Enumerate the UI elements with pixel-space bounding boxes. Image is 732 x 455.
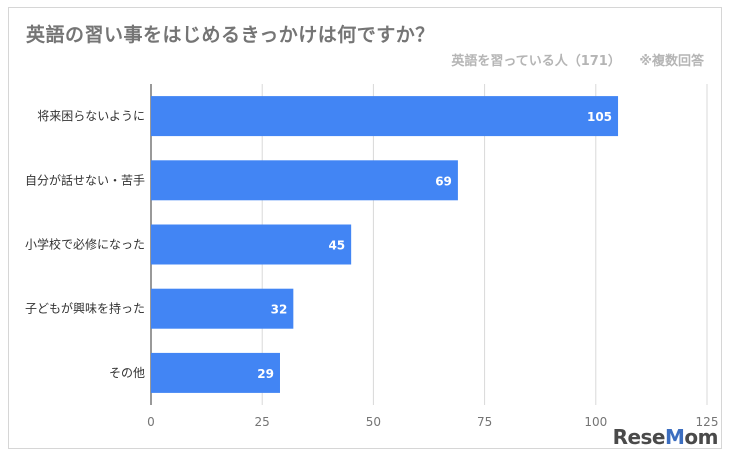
chart-frame [8, 7, 722, 449]
data-label: 69 [435, 174, 452, 188]
x-tick-label: 100 [584, 415, 607, 429]
bar [151, 224, 352, 265]
x-tick-label: 0 [147, 415, 155, 429]
category-label: 子どもが興味を持った [25, 301, 145, 316]
category-label: 将来困らないように [37, 109, 145, 123]
data-label: 105 [587, 110, 612, 124]
data-label: 29 [257, 367, 274, 381]
bar [151, 96, 619, 137]
x-tick-label: 50 [366, 415, 381, 429]
bar [151, 288, 294, 329]
chart-title: 英語の習い事をはじめるきっかけは何ですか？ [26, 24, 435, 46]
category-label: その他 [109, 366, 145, 380]
resemom-logo: ReseMom [612, 425, 719, 449]
bar [151, 160, 458, 201]
category-label: 自分が話せない・苦手 [25, 172, 145, 187]
data-label: 32 [271, 303, 288, 317]
data-label: 45 [328, 239, 345, 253]
x-tick-label: 25 [255, 415, 270, 429]
x-tick-label: 75 [477, 415, 492, 429]
category-label: 小学校で必修になった [25, 237, 145, 252]
bar [151, 352, 280, 393]
x-tick-label: 125 [696, 415, 719, 429]
chart-subtitle: 英語を習っている人（171） ※複数回答 [451, 54, 704, 69]
